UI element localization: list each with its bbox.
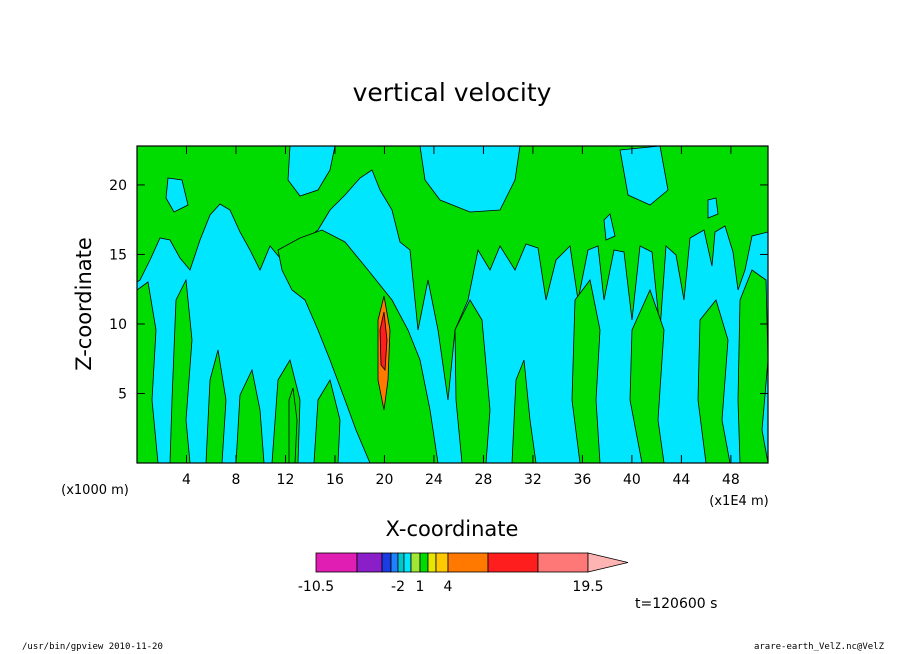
y-tick-label: 10 <box>109 317 127 333</box>
colorbar-segment <box>315 552 358 573</box>
colorbar-labels: -10.5 -2 1 4 19.5 <box>298 579 604 595</box>
x-tick-label: 32 <box>524 472 542 488</box>
colorbar-arrow <box>587 552 629 573</box>
colorbar-segment <box>410 552 421 573</box>
x-tick-label: 48 <box>722 472 740 488</box>
colorbar-segment <box>447 552 489 573</box>
colorbar-segment <box>487 552 539 573</box>
y-axis-label: Z-coordinate <box>72 237 96 371</box>
updraft-region <box>169 278 193 463</box>
updraft-region <box>697 299 731 463</box>
colorbar-tick-label: -2 <box>391 579 405 595</box>
colorbar-segment <box>427 552 437 573</box>
x-unit-label: (x1E4 m) <box>709 494 768 509</box>
y-tick-label: 20 <box>109 178 127 194</box>
velocity-contours <box>137 146 768 463</box>
colorbar-segment <box>356 552 383 573</box>
downdraft-region <box>165 177 189 213</box>
footer-right: arare-earth_VelZ.nc@VelZ <box>753 642 884 652</box>
chart-title: vertical velocity <box>353 78 552 107</box>
colorbar-tick-label: 4 <box>444 579 453 595</box>
plot-frame <box>136 145 769 464</box>
updraft-region <box>313 378 341 463</box>
colorbar-segment <box>381 552 392 573</box>
updraft-region <box>571 279 601 463</box>
colorbar-segment <box>403 552 412 573</box>
x-tick-label: 24 <box>425 472 443 488</box>
plot-area <box>137 146 768 463</box>
colorbar-tick-label: -10.5 <box>298 579 334 595</box>
colorbar-tick-label: 1 <box>416 579 425 595</box>
updraft-region <box>137 146 768 401</box>
updraft-region <box>511 359 537 463</box>
downdraft-region <box>619 146 669 206</box>
x-tick-label: 16 <box>326 472 344 488</box>
downdraft-region <box>287 146 336 197</box>
y-axis-ticks: 5 10 15 20 <box>109 178 768 402</box>
x-tick-label: 44 <box>672 472 690 488</box>
x-tick-label: 8 <box>232 472 241 488</box>
updraft-core <box>288 387 298 463</box>
updraft-region <box>205 349 227 463</box>
x-tick-label: 20 <box>376 472 394 488</box>
colorbar-segment <box>419 552 429 573</box>
y-tick-label: 5 <box>118 386 127 402</box>
colorbar-segment <box>390 552 399 573</box>
updraft-region <box>737 269 768 463</box>
updraft-region <box>454 299 491 463</box>
x-tick-label: 12 <box>277 472 295 488</box>
downdraft-region <box>603 213 616 241</box>
downdraft-region <box>419 146 521 213</box>
updraft-region <box>235 368 265 463</box>
strong-updraft-core <box>379 311 388 372</box>
updraft-region <box>277 229 439 463</box>
x-tick-label: 28 <box>475 472 493 488</box>
updraft-region <box>629 288 665 463</box>
x-tick-label: 4 <box>182 472 191 488</box>
colorbar-segment <box>537 552 589 573</box>
downdraft-region <box>707 197 719 219</box>
updraft-region <box>137 281 159 463</box>
y-unit-label: (x1000 m) <box>61 483 129 498</box>
y-tick-label: 15 <box>109 247 127 263</box>
colorbar <box>315 552 629 573</box>
time-annotation: t=120600 s <box>635 596 717 612</box>
colorbar-tick-label: 19.5 <box>572 579 603 595</box>
x-tick-label: 40 <box>623 472 641 488</box>
x-axis-ticks: 4 8 12 16 20 24 28 32 36 40 44 48 <box>182 146 740 488</box>
colorbar-segment <box>397 552 405 573</box>
footer-left: /usr/bin/gpview 2010-11-20 <box>22 642 163 652</box>
colorbar-segment <box>435 552 449 573</box>
x-axis-label: X-coordinate <box>386 517 519 541</box>
x-tick-label: 36 <box>573 472 591 488</box>
